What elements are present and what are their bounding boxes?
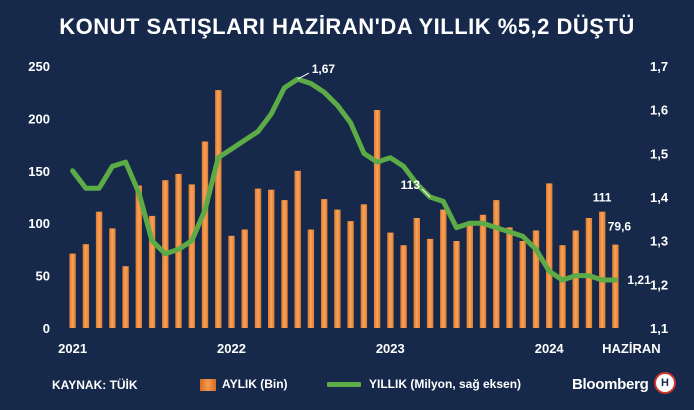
bar-2023-11 <box>519 241 526 328</box>
left-axis-tick: 50 <box>36 269 50 284</box>
bar-2022-03 <box>254 188 262 328</box>
bar-2024-06 <box>612 244 619 328</box>
annual-line <box>70 76 618 283</box>
right-axis-tick: 1,4 <box>650 190 669 205</box>
legend-swatch-line <box>327 382 361 388</box>
bar-2023-06 <box>453 241 460 328</box>
bar-2021-05 <box>122 266 129 328</box>
bar-2023-10 <box>506 227 513 328</box>
brand-name: Bloomberg <box>572 376 649 393</box>
bar-2023-02 <box>400 245 407 328</box>
line-layer <box>70 76 618 283</box>
data-label: 111 <box>593 191 612 205</box>
left-axis-tick: 150 <box>28 164 50 179</box>
left-axis-tick: 100 <box>28 216 50 231</box>
bar-2022-11 <box>360 204 368 328</box>
x-axis-tick: 2022 <box>217 341 246 356</box>
bar-2021-11 <box>201 141 209 328</box>
legend-swatch-bar <box>200 378 216 391</box>
right-axis-tick: 1,2 <box>650 277 668 292</box>
bar-2021-07 <box>148 215 156 328</box>
left-axis-tick: 0 <box>43 321 50 336</box>
data-label: 79,6 <box>608 220 632 234</box>
bar-2022-09 <box>334 209 341 328</box>
bar-2021-02 <box>82 244 90 328</box>
bar-2021-10 <box>188 184 195 328</box>
data-label: 113 <box>401 178 421 192</box>
bar-2021-03 <box>95 211 103 328</box>
chart-title: KONUT SATIŞLARI HAZİRAN'DA YILLIK %5,2 D… <box>59 14 635 39</box>
x-axis-tick: HAZİRAN <box>602 341 661 356</box>
bar-2023-09 <box>493 200 500 328</box>
bar-2021-04 <box>109 228 116 328</box>
right-axis-tick: 1,1 <box>650 321 668 336</box>
legend-item-annual: YILLIK (Milyon, sağ eksen) <box>327 377 521 391</box>
bar-2023-03 <box>413 218 420 328</box>
bar-2022-06 <box>294 170 301 328</box>
axis-layer: 0 50 100 150 200 250 1,1 1,2 1,3 1,4 1,5 1,6 1,7 2021… <box>28 59 669 356</box>
right-axis-tick: 1,5 <box>650 146 668 161</box>
bar-2022-08 <box>321 199 328 328</box>
legend-item-monthly: AYLIK (Bin) <box>200 377 288 391</box>
legend-label-monthly: AYLIK (Bin) <box>222 377 288 391</box>
annotation-leader <box>297 72 310 80</box>
right-axis-tick: 1,3 <box>650 234 668 249</box>
bar-2024-01 <box>546 183 553 328</box>
bar-2022-07 <box>307 229 315 328</box>
bar-2022-05 <box>281 200 288 328</box>
bar-2024-05 <box>599 211 606 328</box>
bar-2022-02 <box>241 229 248 328</box>
brand-logo-icon: H <box>654 372 676 394</box>
x-axis-tick: 2024 <box>535 341 565 356</box>
bar-2021-12 <box>215 90 222 328</box>
bar-2022-04 <box>268 189 275 328</box>
x-axis-tick: 2021 <box>58 341 87 356</box>
bar-2023-07 <box>466 224 473 328</box>
right-axis-tick: 1,7 <box>650 59 668 74</box>
legend-label-annual: YILLIK (Milyon, sağ eksen) <box>369 377 522 391</box>
bar-2024-04 <box>585 218 593 328</box>
data-label: 1,67 <box>312 62 336 76</box>
bar-2022-01 <box>228 235 235 328</box>
bar-2021-06 <box>135 185 142 328</box>
right-axis-tick: 1,6 <box>650 103 668 118</box>
bar-2021-01 <box>69 253 76 328</box>
chart-footer: KAYNAK: TÜİK AYLIK (Bin) YILLIK (Milyon,… <box>0 368 694 402</box>
bar-2022-12 <box>373 110 381 328</box>
bar-2023-01 <box>387 232 394 328</box>
annotation-layer: 1,67 113 111 79,6 1,21 <box>297 62 651 287</box>
bar-2024-02 <box>559 245 566 328</box>
bar-2023-05 <box>440 209 447 328</box>
left-axis-tick: 250 <box>28 59 50 74</box>
x-axis-tick: 2023 <box>376 341 405 356</box>
bar-2022-10 <box>347 221 354 328</box>
bar-2024-03 <box>572 230 579 328</box>
left-axis-tick: 200 <box>28 111 50 126</box>
source-label: KAYNAK: TÜİK <box>52 378 138 392</box>
bar-2023-12 <box>532 230 540 328</box>
annotation-leader <box>421 188 431 198</box>
bar-2023-08 <box>479 214 487 328</box>
data-label: 1,21 <box>627 273 651 287</box>
bar-2023-04 <box>426 238 434 328</box>
bars-layer <box>69 90 619 328</box>
